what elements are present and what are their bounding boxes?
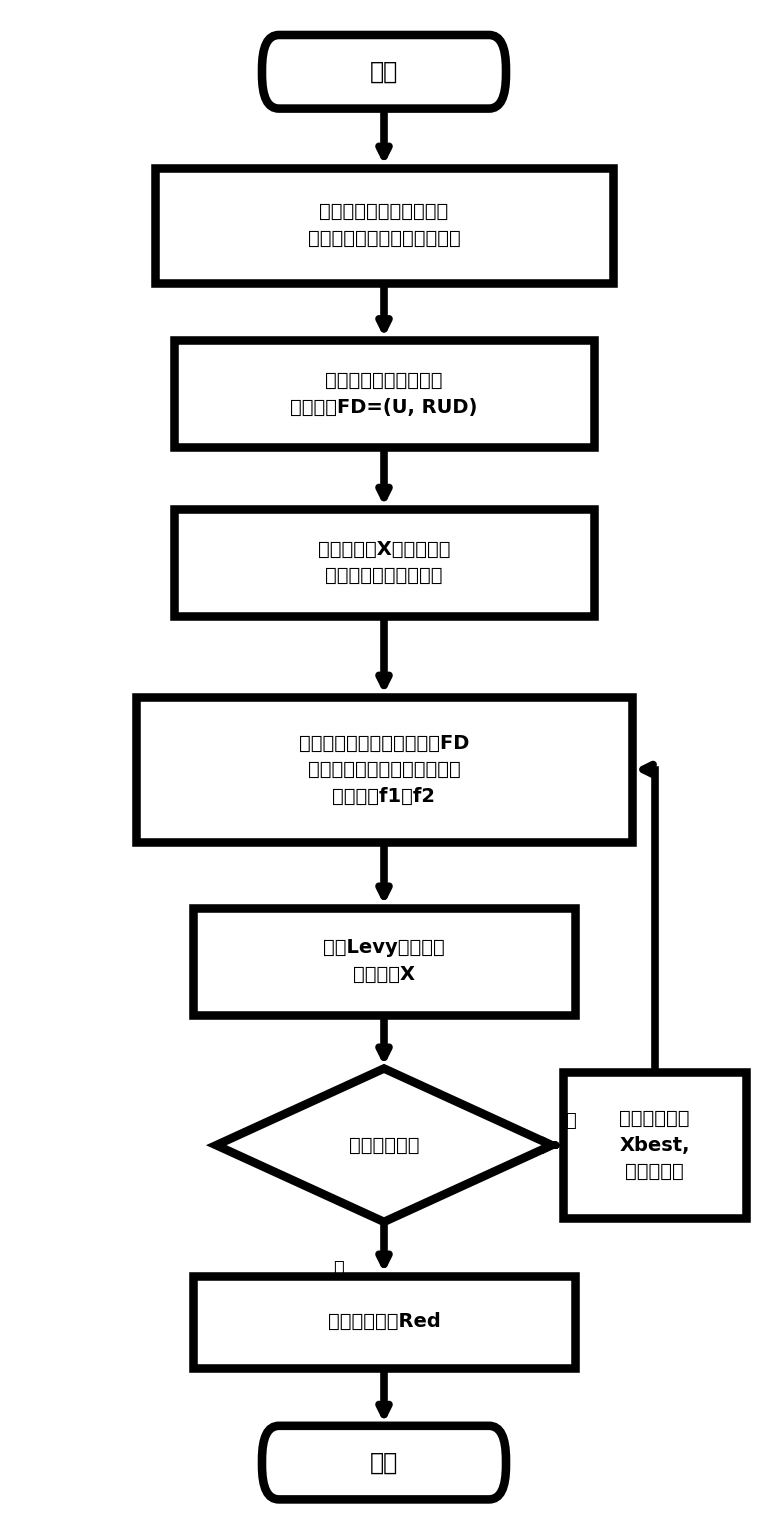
FancyBboxPatch shape	[174, 340, 594, 448]
Text: 否: 否	[565, 1111, 576, 1130]
Text: 使用Levy飞行动态
更新种群X: 使用Levy飞行动态 更新种群X	[323, 939, 445, 983]
FancyBboxPatch shape	[563, 1073, 746, 1217]
Text: 记录当前解集
Xbest,
更新归档集: 记录当前解集 Xbest, 更新归档集	[620, 1110, 690, 1182]
Text: 开始: 开始	[370, 60, 398, 83]
Text: 输入脑转移瘤病例数据，
过滤隐私信息，提取预后指标: 输入脑转移瘤病例数据， 过滤隐私信息，提取预后指标	[308, 202, 460, 248]
Text: 适应度值计算：计算决策表FD
属性依赖度、相关度，构建双
目标函数f1、f2: 适应度值计算：计算决策表FD 属性依赖度、相关度，构建双 目标函数f1、f2	[299, 734, 469, 805]
FancyBboxPatch shape	[174, 509, 594, 616]
FancyBboxPatch shape	[262, 35, 506, 109]
FancyBboxPatch shape	[262, 1425, 506, 1499]
Text: 参数初始化X：动态群优
化算法粒子二进制编码: 参数初始化X：动态群优 化算法粒子二进制编码	[318, 540, 450, 585]
Text: 结束: 结束	[370, 1451, 398, 1474]
Text: 是: 是	[333, 1260, 343, 1279]
FancyBboxPatch shape	[194, 908, 574, 1014]
Text: 满足停止准则: 满足停止准则	[349, 1136, 419, 1154]
Polygon shape	[217, 1068, 551, 1222]
FancyBboxPatch shape	[136, 697, 632, 842]
FancyBboxPatch shape	[155, 168, 613, 283]
Text: 数据归一化预处理，构
建决策表FD=(U, RUD): 数据归一化预处理，构 建决策表FD=(U, RUD)	[290, 371, 478, 417]
FancyBboxPatch shape	[194, 1276, 574, 1368]
Text: 输出约简集合Red: 输出约简集合Red	[328, 1313, 440, 1331]
